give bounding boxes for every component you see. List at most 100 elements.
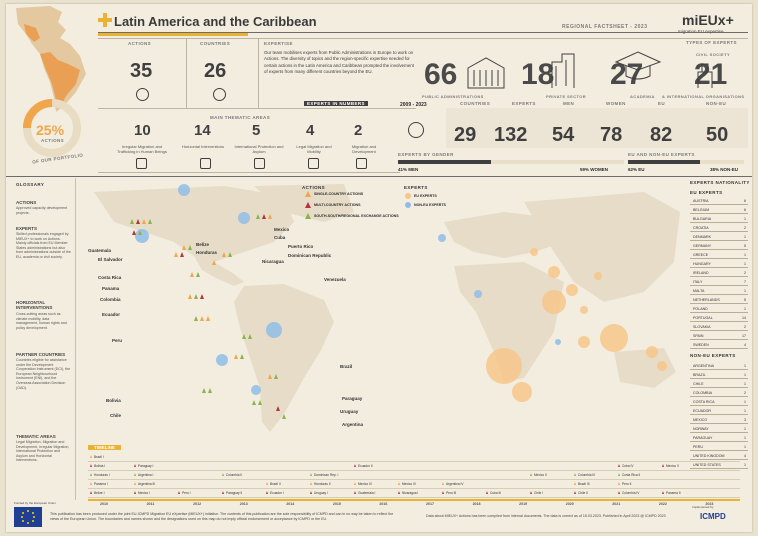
theme-4-label: Legal Migration and Mobility (296, 144, 332, 154)
nationality-row: GREECE 1 (690, 252, 748, 259)
action-marker (180, 252, 184, 257)
numbers-period: 2009 - 2023 (400, 102, 427, 108)
map-bubble (438, 234, 446, 242)
nationality-name: SWEDEN (693, 343, 709, 347)
country-label: Chile (110, 413, 122, 418)
disclaimer: This publication has been produced under… (50, 512, 394, 521)
country-label: Belize (196, 242, 210, 247)
num-women-value: 78 (600, 124, 623, 146)
network-icon (200, 158, 211, 169)
timeline-action: Cuba III (490, 491, 502, 495)
legend-actions-title: ACTIONS (302, 185, 326, 190)
nationality-name: PARAGUAY (693, 436, 713, 440)
eu-flag (14, 507, 42, 527)
nationality-name: CROATIA (693, 226, 709, 230)
timeline-marker (222, 473, 224, 476)
timeline-action: Colombia IV (622, 491, 640, 495)
nationality-name: BELGIUM (693, 208, 710, 212)
portfolio-actions-label: ACTIONS (41, 138, 65, 143)
countries-label: COUNTRIES (200, 41, 231, 46)
timeline-row (88, 470, 740, 471)
map-bubble (580, 306, 588, 314)
nationality-count: 1 (744, 382, 746, 386)
nationality-count: 6 (744, 208, 746, 212)
factsheet-page: Latin America and the Caribbean REGIONAL… (6, 4, 752, 532)
num-men-label: MEN (563, 101, 575, 106)
country-label: El Salvador (98, 257, 123, 262)
nationality-name: POLAND (693, 307, 708, 311)
glossary-actions-heading: ACTIONS (16, 200, 37, 205)
action-marker (258, 400, 262, 405)
nationality-row: ECUADOR 1 (690, 408, 748, 415)
map-bubble (600, 324, 628, 352)
action-marker (130, 219, 134, 224)
actions-label: ACTIONS (128, 41, 152, 46)
civil-society-label: CIVIL SOCIETY (696, 52, 731, 57)
country-label: Colombia (100, 297, 121, 302)
nationality-count: 1 (744, 253, 746, 257)
glossary-horizontal-text: Cross-cutting areas such as climate mobi… (16, 312, 67, 330)
map-bubble (474, 290, 482, 298)
women-percent: 59% WOMEN (580, 167, 609, 172)
nationality-count: 1 (744, 436, 746, 440)
timeline-action: Mexico II (534, 473, 547, 477)
action-marker (188, 245, 192, 250)
country-label: Uruguay (340, 409, 359, 414)
timeline-action: Paraguay II (226, 491, 243, 495)
num-noneu-label: NON-EU (706, 101, 727, 106)
nationality-count: 5 (744, 244, 746, 248)
nationality-name: BULGARIA (693, 217, 712, 221)
type-private-value: 18 (521, 58, 555, 91)
timeline-marker (90, 455, 92, 458)
action-marker (206, 316, 210, 321)
data-note: Data about MIEUX+ Actions has been compi… (426, 514, 666, 518)
nationality-name: MEXICO (693, 418, 708, 422)
country-label: Paraguay (342, 396, 363, 401)
globe-icon (213, 88, 226, 101)
timeline-marker (90, 464, 92, 467)
timeline-action: Brazil III (578, 482, 590, 486)
timeline-marker (398, 491, 400, 494)
action-marker (194, 294, 198, 299)
legend-eu-experts: EU EXPERTS (414, 194, 437, 198)
timeline-action: Argentina III (138, 482, 156, 486)
timeline-year: 2022 (658, 502, 667, 506)
map-bubble (548, 266, 560, 278)
action-marker (142, 219, 146, 224)
nationality-count: 5 (744, 298, 746, 302)
country-label: Guatemala (88, 248, 112, 253)
timeline-action: Brazil I (94, 455, 104, 459)
action-marker (248, 334, 252, 339)
theme-3-label: International Protection and Asylum (234, 144, 284, 154)
nationality-row: MEXICO 3 (690, 417, 748, 424)
timeline-year: 2012 (193, 502, 202, 506)
theme-2-value: 14 (194, 122, 211, 139)
timeline-marker (266, 491, 268, 494)
timeline-action: Brazil II (270, 482, 281, 486)
world-map (94, 184, 680, 432)
timeline-marker (574, 491, 576, 494)
country-label: Mexico (274, 227, 290, 232)
action-marker (222, 252, 226, 257)
legend-noneu-experts: NON-EU EXPERTS (414, 203, 446, 207)
action-marker (174, 252, 178, 257)
action-marker (276, 406, 280, 411)
nationality-row: CROATIA 2 (690, 225, 748, 232)
action-marker (256, 214, 260, 219)
action-marker (268, 214, 272, 219)
mieux-logo: miEUx+ (682, 12, 734, 28)
timeline-marker (310, 482, 312, 485)
nationality-name: IRELAND (693, 271, 709, 275)
nationality-count: 1 (744, 289, 746, 293)
timeline-action: Mexico I (138, 491, 150, 495)
factsheet-label: REGIONAL FACTSHEET - 2023 (562, 24, 648, 30)
timeline-marker (310, 491, 312, 494)
nationality-row: AUSTRIA 6 (690, 198, 748, 205)
timeline-year: 2020 (565, 502, 574, 506)
nationality-row: HUNGARY 1 (690, 261, 748, 268)
thematic-label: MAIN THEMATIC AREAS (210, 115, 271, 120)
nationality-title: EXPERTS NATIONALITY (690, 180, 750, 185)
action-marker (132, 230, 136, 235)
timeline-title: TIMELINE (88, 445, 121, 450)
eu-label: EU AND NON-EU EXPERTS (628, 152, 695, 157)
